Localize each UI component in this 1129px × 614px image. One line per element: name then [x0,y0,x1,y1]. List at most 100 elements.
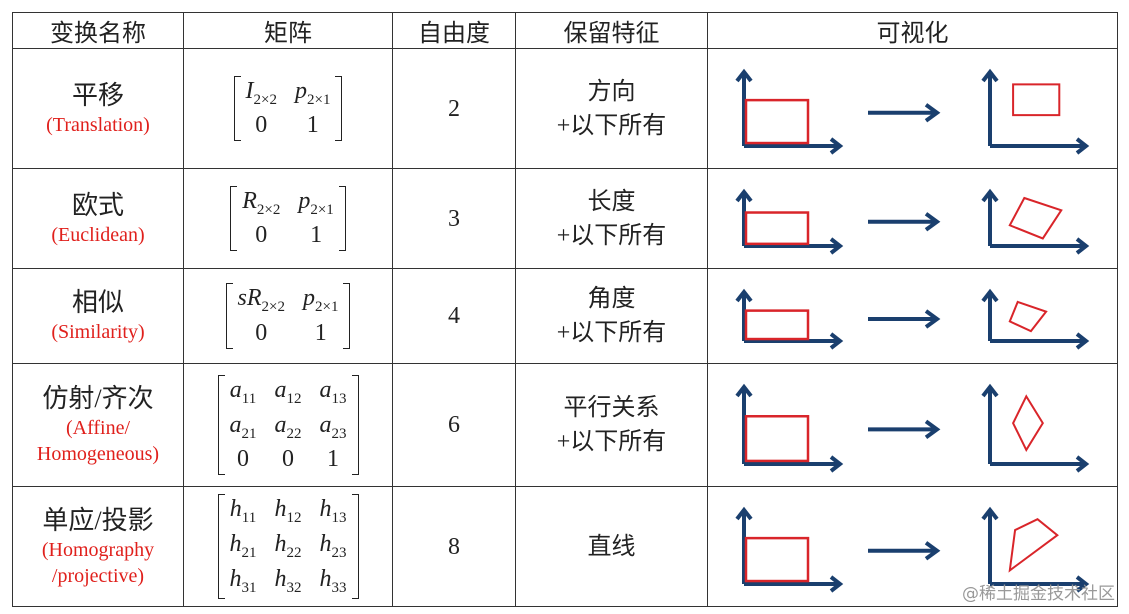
entry-base: 0 [255,222,268,249]
entry-base: a [229,376,242,403]
header-cell: 自由度 [392,12,516,49]
matrix: a11 a12 a13 a21 a22 a23 0 0 1 [217,374,359,476]
arrow-head [829,136,844,155]
matrix-cell: R2×2 p2×1 0 1 [183,168,393,269]
transform-arrow [868,211,941,231]
entry-base: h [274,496,287,523]
visualization [735,68,1090,155]
matrix-entry: a21 [230,412,257,443]
arrow-head [981,68,999,82]
matrix-entry: h22 [275,531,302,562]
arrow-head [1075,236,1090,255]
entry-base: a [274,376,287,403]
entry-subscript: 2×1 [310,201,334,218]
arrow-head [829,236,844,255]
entry-base: h [274,531,287,558]
table-row: 相似 (Similarity) sR2×2 p2×1 0 1 4 角度 +以下所有 [12,268,1118,364]
entry-subscript: 22 [286,544,302,561]
original-shape [744,98,810,144]
entry-base: a [274,411,287,438]
feature: 平行关系 [563,395,660,421]
matrix-cell: a11 a12 a13 a21 a22 a23 0 0 1 [183,363,393,487]
matrix-cell: h11 h12 h13 h21 h22 h23 h31 h32 h33 [183,486,393,607]
arrow-head [1075,331,1090,350]
arrow-head [829,574,844,593]
entry-base: 1 [327,446,339,473]
entry-base: h [229,565,242,592]
entry-base: p [295,77,307,104]
arrow-head [1075,136,1090,155]
entry-base: a [319,411,332,438]
matrix-entry: 0 [246,112,277,139]
arrow-head [981,383,999,397]
feature-cell: 角度 +以下所有 [515,268,708,364]
matrix-entry: p2×1 [295,78,330,109]
table-row: 平移 (Translation) I2×2 p2×1 0 1 2 方向 +以下所有 [12,48,1118,169]
header-cell: 矩阵 [183,12,393,49]
matrix: R2×2 p2×1 0 1 [230,185,346,252]
transform-name: 欧式 [71,190,124,220]
entry-base: 0 [255,319,268,346]
matrix-entry: 1 [298,222,333,249]
transform-name: 平移 [71,80,124,110]
transformed-shape [1012,82,1061,116]
dof-cell: 3 [392,168,516,269]
visualization [735,506,1090,593]
english-name: Homogeneous) [36,443,160,465]
feature: 长度 [587,188,636,215]
transform-arrow [868,308,941,329]
feature-cell: 方向 +以下所有 [515,48,708,169]
dof-cell: 4 [392,268,516,364]
matrix-entry: 1 [303,320,338,347]
arrow-head [735,383,753,397]
entry-subscript: 2×1 [307,91,331,108]
table-row: 单应/投影 (Homography/projective) h11 h12 h13 h21… [12,486,1118,607]
name-cell: 欧式 (Euclidean) [12,168,184,269]
feature: +以下所有 [556,429,667,455]
original-shape [744,210,810,245]
matrix-entry: a12 [275,377,302,408]
feature-cell: 平行关系 +以下所有 [515,363,708,487]
english-name: (Homography [41,538,155,561]
entry-base: h [319,496,332,523]
visual-cell [707,48,1118,169]
arrow-head [981,506,999,520]
entry-base: a [319,376,332,403]
english-name: /projective) [51,564,145,587]
entry-base: 1 [310,222,323,249]
dof-cell: 8 [392,486,516,607]
matrix-entry: sR2×2 [238,285,285,316]
arrow-head [981,188,999,202]
original-shape [744,536,810,582]
entry-subscript: 2×2 [253,91,277,108]
matrix-entry: 0 [238,320,285,347]
visualization [735,288,1090,350]
entry-subscript: 11 [241,390,257,407]
dof-cell: 6 [392,363,516,487]
entry-subscript: 22 [286,425,302,442]
header-cell: 变换名称 [12,12,184,49]
header-row: 变换名称 矩阵 自由度 保留特征 可视化 [12,12,1118,49]
entry-base: 0 [237,446,249,473]
entry-base: 0 [255,112,268,139]
matrix-entry: h21 [230,531,257,562]
matrix-entry: h33 [320,566,347,597]
header-cell: 可视化 [707,12,1118,49]
visual-cell [707,486,1118,607]
original-shape [744,414,810,462]
entry-base: I [245,77,254,104]
matrix-entry: h31 [230,566,257,597]
matrix-entry: a11 [230,377,257,408]
entry-base: 1 [314,319,327,346]
matrix-entry: h12 [275,496,302,527]
entry-base: h [229,531,242,558]
header-cell: 保留特征 [515,12,708,49]
entry-base: a [229,411,242,438]
matrix-entry: 0 [230,446,257,473]
name-cell: 相似 (Similarity) [12,268,184,364]
matrix-entry: 1 [295,112,330,139]
entry-base: p [303,285,315,312]
transformed-shape [1008,517,1059,573]
matrix-entry: a13 [320,377,347,408]
entry-base: h [319,531,332,558]
